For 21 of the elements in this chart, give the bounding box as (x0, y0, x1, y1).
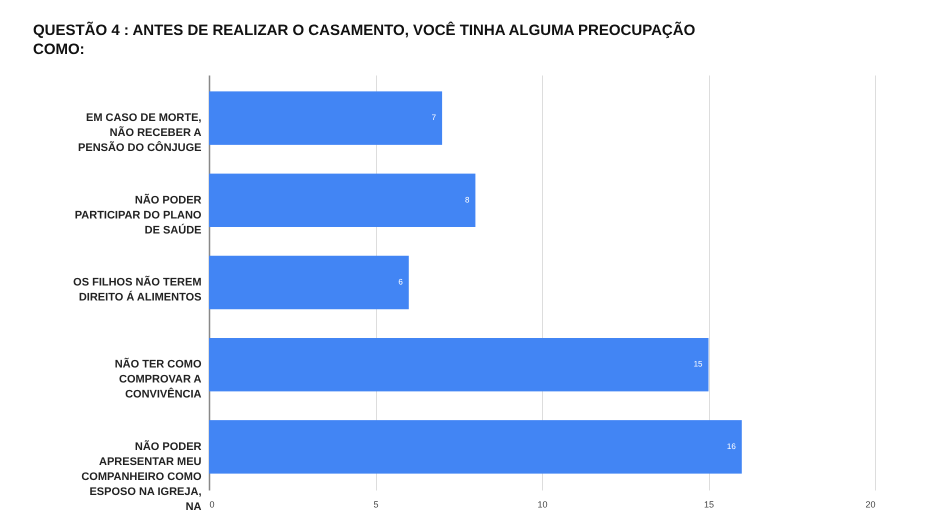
x-tick-label: 5 (373, 500, 379, 510)
x-tick-label: 10 (537, 500, 548, 510)
y-tick-label: NÃO TER COMO COMPROVAR A CONVIVÊNCIA (114, 358, 202, 401)
bar (209, 338, 708, 392)
x-tick-label: 15 (704, 500, 714, 510)
data-label: 7 (432, 113, 437, 122)
data-label: 16 (726, 442, 736, 451)
y-tick-label: NÃO PODER APRESENTAR MEU COMPANHEIRO COMO ESPOSO NA IGREJA, NA (81, 440, 202, 513)
y-tick-label: NÃO PODER PARTICIPAR DO PLANO DE SAÚDE (74, 193, 202, 236)
data-label: 8 (464, 195, 470, 204)
y-tick-label: EM CASO DE MORTE, NÃO RECEBER A PENSÃO DO CÔNJUGE (78, 112, 202, 154)
bar (209, 174, 476, 228)
x-tick-label: 20 (865, 500, 876, 510)
bar (209, 420, 742, 474)
data-label: 15 (694, 360, 704, 369)
data-label: 6 (398, 278, 404, 286)
y-tick-label: OS FILHOS NÃO TEREM DIREITO Á ALIMENTOS (73, 276, 202, 304)
x-tick-label: 0 (210, 500, 215, 510)
bar (209, 256, 409, 310)
bar (209, 91, 442, 145)
chart-title: QUESTÃO 4 : ANTES DE REALIZAR O CASAMENTO, VOCÊ TINHA ALGUMA PREOCUPAÇÃO COMO: (33, 21, 696, 58)
